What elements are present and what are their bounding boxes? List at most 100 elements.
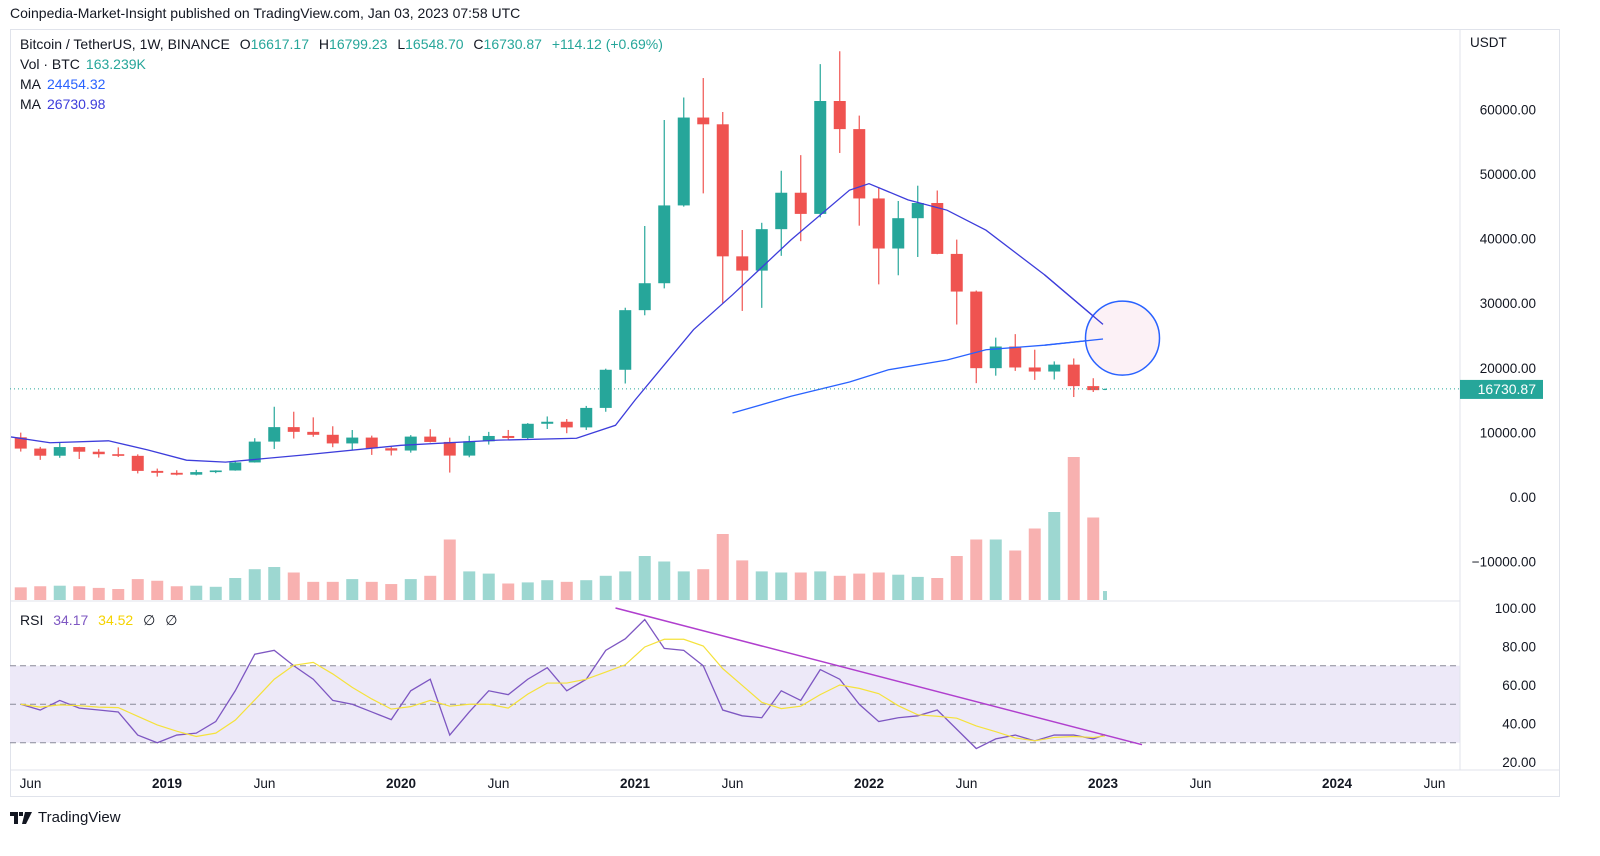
axes: 16730.87 USDT 60000.00 50000.00 40000.00 3000… <box>10 35 1543 791</box>
price-tick: 30000.00 <box>1480 296 1536 311</box>
time-tick: 2020 <box>386 776 416 791</box>
volume-bar <box>92 587 105 600</box>
rsi-tick: 20.00 <box>1502 755 1536 770</box>
last-price-label-bg <box>1460 379 1543 399</box>
volume-bar <box>989 539 1002 600</box>
candle-body <box>950 253 963 292</box>
candle-body <box>463 441 476 456</box>
rsi-band-area <box>10 665 1460 744</box>
candle-body <box>209 470 222 473</box>
candle-body <box>365 437 378 449</box>
close-label: C <box>473 36 484 52</box>
volume-bar <box>521 582 534 600</box>
rsi-tick: 80.00 <box>1502 640 1536 655</box>
volume-bar <box>73 586 86 600</box>
candle-body <box>326 434 339 444</box>
candle-body <box>170 472 183 475</box>
volume-bar <box>1087 517 1100 600</box>
rsi-tick: 100.00 <box>1495 601 1536 616</box>
volume-bar <box>151 580 164 600</box>
rsi-param-1: ∅ <box>143 612 156 628</box>
volume-bar <box>1009 550 1022 600</box>
volume-bar <box>209 586 222 600</box>
candle-body <box>599 369 612 408</box>
candle-body <box>443 441 456 456</box>
volume-bar <box>560 581 573 600</box>
ma1-legend[interactable]: MA 24454.32 <box>20 76 111 92</box>
volume-bars <box>14 457 1107 600</box>
close-value: 16730.87 <box>483 36 542 52</box>
volume-bar <box>404 579 417 600</box>
time-tick: Jun <box>956 776 978 791</box>
volume-bar <box>677 571 690 600</box>
candle-body <box>248 441 261 463</box>
time-tick: Jun <box>1424 776 1446 791</box>
volume-bar <box>892 574 905 600</box>
ma1-value: 24454.32 <box>47 76 106 92</box>
volume-legend[interactable]: Vol · BTC 163.239K <box>20 56 152 72</box>
volume-value: 163.239K <box>85 56 146 72</box>
high-value: 16799.23 <box>329 36 388 52</box>
volume-bar <box>365 581 378 600</box>
time-tick: 2019 <box>152 776 182 791</box>
candle-body <box>482 435 495 442</box>
rsi-lines <box>20 607 1143 750</box>
volume-bar <box>170 586 183 600</box>
moving-average-line-2 <box>10 182 1104 463</box>
rsi-tick: 40.00 <box>1502 717 1536 732</box>
candle-body <box>502 435 515 438</box>
candle-body <box>697 117 710 125</box>
ma2-legend[interactable]: MA 26730.98 <box>20 96 111 112</box>
candle-body <box>541 421 554 424</box>
low-value: 16548.70 <box>405 36 464 52</box>
volume-bar <box>794 572 807 600</box>
volume-bar <box>268 567 281 600</box>
volume-bar <box>638 556 651 600</box>
time-tick: Jun <box>1190 776 1212 791</box>
rsi-line <box>20 618 1106 750</box>
candle-body <box>521 423 534 438</box>
time-tick: 2023 <box>1088 776 1119 791</box>
symbol-legend: Bitcoin / TetherUS, 1W, BINANCE O16617.1… <box>20 36 669 52</box>
time-tick: Jun <box>722 776 744 791</box>
last-price-label: 16730.87 <box>1478 381 1537 397</box>
volume-bar <box>1048 512 1061 600</box>
volume-bar <box>346 579 359 600</box>
candle-body <box>580 407 593 428</box>
volume-bar <box>229 578 242 600</box>
candle-body <box>833 101 846 130</box>
volume-bar <box>814 571 827 600</box>
volume-bar <box>931 578 944 600</box>
time-tick: Jun <box>254 776 276 791</box>
candle-body <box>970 291 983 369</box>
candle-body <box>151 470 164 473</box>
candle-body <box>775 192 788 230</box>
volume-bar <box>443 539 456 600</box>
volume-bar <box>853 573 866 600</box>
candle-body <box>794 192 807 214</box>
time-tick: 2021 <box>620 776 651 791</box>
tradingview-footer[interactable]: TradingView <box>10 809 121 826</box>
candle-body <box>931 203 944 254</box>
moving-averages <box>10 182 1104 463</box>
candle-body <box>92 451 105 455</box>
candle-body <box>1028 367 1041 372</box>
candle-body <box>619 310 632 370</box>
candle-body <box>53 447 66 456</box>
rsi-ma-line <box>20 638 1106 742</box>
pane-dividers <box>10 29 1560 771</box>
candle-body <box>287 427 300 432</box>
candle-body <box>14 437 27 449</box>
candle-body <box>989 346 1002 369</box>
volume-bar <box>502 583 515 600</box>
volume-bar <box>599 575 612 600</box>
chart-frame <box>10 29 1560 797</box>
time-tick: 2024 <box>1322 776 1353 791</box>
volume-bar <box>541 580 554 600</box>
price-tick: 10000.00 <box>1480 425 1536 440</box>
volume-bar <box>112 589 125 600</box>
rsi-legend[interactable]: RSI 34.17 34.52 ∅ ∅ <box>20 612 183 629</box>
candle-body <box>638 283 651 311</box>
candle-body <box>755 229 768 271</box>
